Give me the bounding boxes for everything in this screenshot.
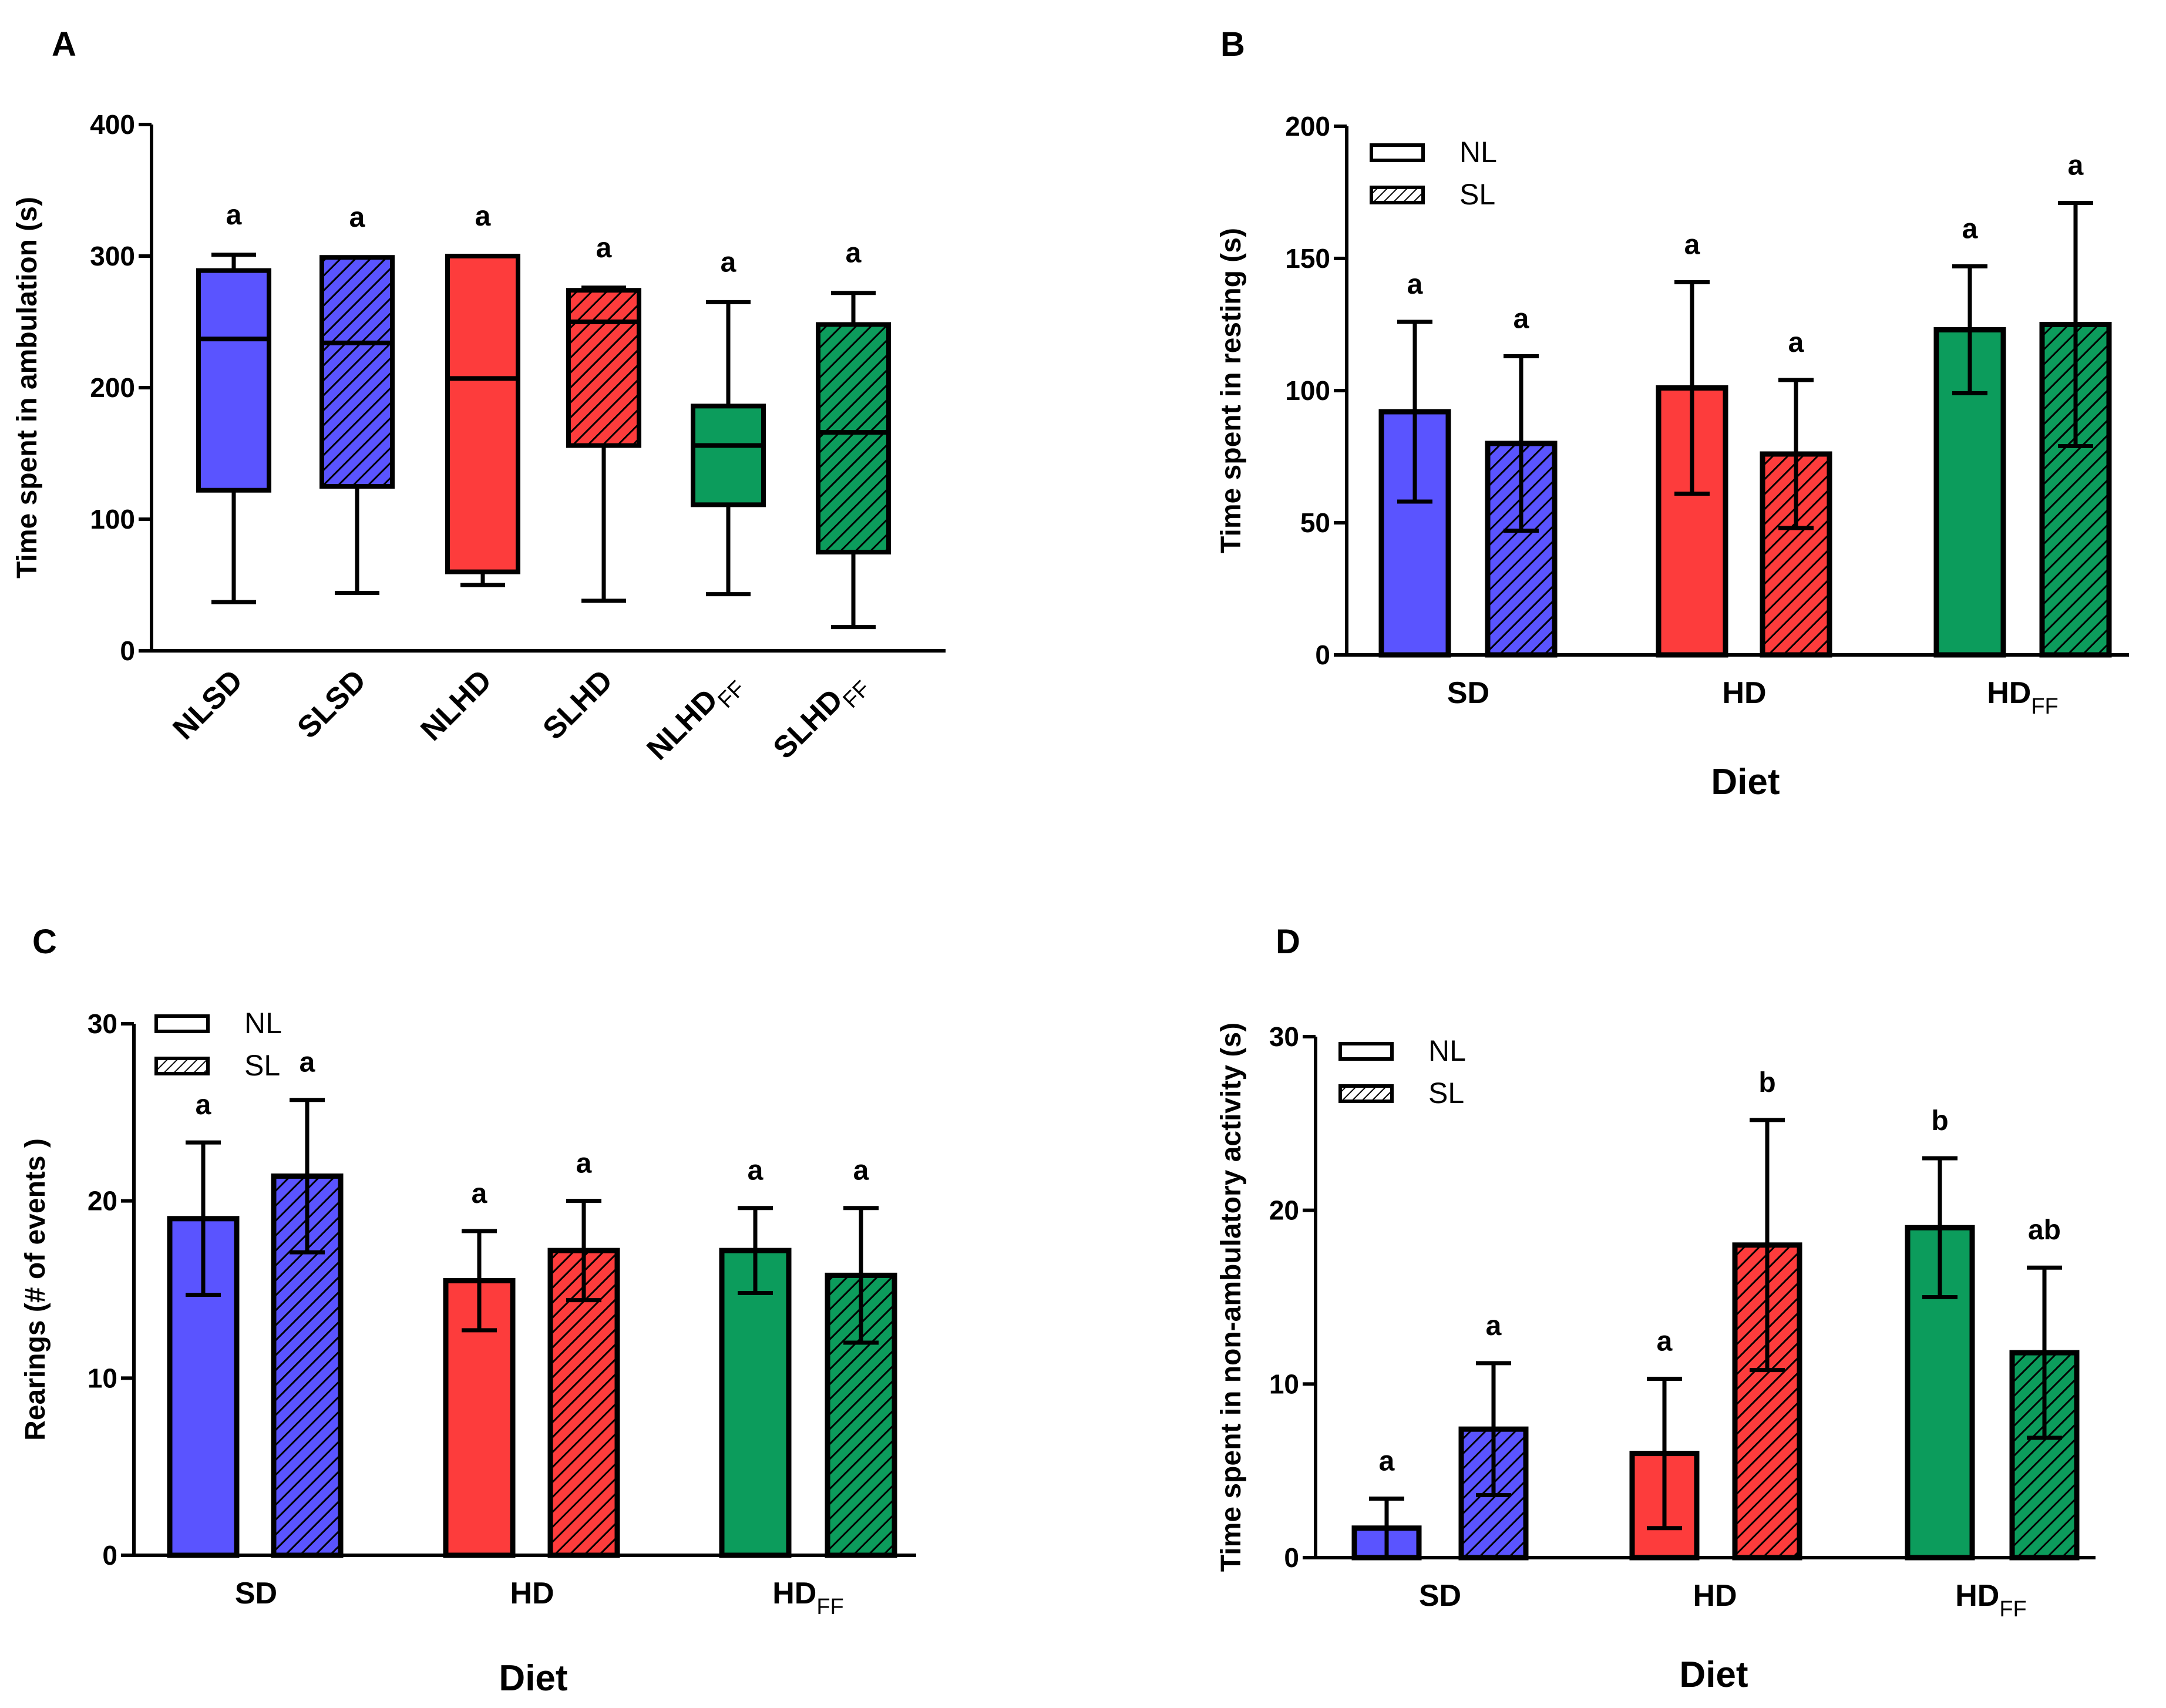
legend-swatch-nl — [1370, 143, 1425, 162]
box-hatch — [818, 324, 889, 552]
significance-label: a — [1513, 304, 1529, 335]
y-tick-label: 0 — [102, 1540, 117, 1571]
x-category-label: HD — [1722, 676, 1766, 710]
bar-fill — [722, 1250, 789, 1555]
significance-label: a — [1407, 269, 1423, 300]
significance-label: a — [846, 238, 862, 269]
x-category-label: HDFF — [1955, 1579, 2027, 1622]
box-hatch — [569, 290, 639, 446]
x-category-label: HDFF — [772, 1576, 844, 1619]
box-fill — [199, 270, 269, 490]
box — [566, 288, 641, 448]
x-category-label: SD — [235, 1576, 277, 1611]
y-tick-label: 20 — [1269, 1195, 1299, 1226]
y-tick-label: 150 — [1285, 243, 1330, 274]
legend-label-nl: NL — [244, 1007, 282, 1040]
significance-label: a — [2068, 150, 2084, 181]
x-category-label: NLHDFF — [641, 663, 751, 773]
significance-label: a — [1379, 1445, 1395, 1477]
significance-label: a — [475, 201, 491, 232]
legend-swatch-sl — [154, 1057, 210, 1075]
y-tick-label: 200 — [90, 372, 135, 403]
x-axis-title: Diet — [1711, 762, 1780, 802]
panel-c: C 0 10 20 30 Rearings (# of events ) a a SD a a HD a… — [20, 923, 916, 1699]
x-category-label: HD — [510, 1576, 554, 1611]
x-category-label: SLHD — [536, 663, 619, 746]
significance-label: a — [226, 200, 242, 231]
x-category-label: SD — [1419, 1579, 1461, 1613]
legend-swatch-sl — [1338, 1084, 1394, 1103]
panel-a: A 0 100 200 300 400 Time spent in ambulation (… — [12, 25, 946, 773]
panel-d: D 0 10 20 30 Time spent in non-ambulatory act… — [1216, 923, 2096, 1695]
legend-label-sl: SL — [244, 1049, 280, 1082]
legend-label-nl: NL — [1428, 1034, 1466, 1067]
y-tick-label: 30 — [88, 1008, 117, 1039]
x-category-label: NLHD — [414, 663, 498, 747]
y-axis-title: Time spent in resting (s) — [1216, 228, 1247, 553]
significance-label: a — [196, 1090, 211, 1121]
significance-label: ab — [2028, 1215, 2061, 1246]
significance-label: a — [721, 247, 736, 278]
legend-swatch-nl — [1338, 1042, 1394, 1061]
panel-b: B 0 50 100 150 200 Time spent in resting (s) a a… — [1216, 25, 2129, 802]
significance-label: a — [1486, 1310, 1502, 1341]
y-tick-label: 100 — [90, 504, 135, 534]
significance-label: a — [349, 202, 365, 233]
x-category-label: SD — [1447, 676, 1489, 710]
significance-label: a — [300, 1047, 315, 1078]
legend-label-sl: SL — [1428, 1077, 1464, 1109]
box — [319, 255, 395, 489]
significance-label: a — [748, 1155, 764, 1186]
significance-label: a — [1657, 1326, 1673, 1357]
box-fill — [448, 256, 518, 572]
panel-letter: C — [32, 923, 57, 961]
panel-letter: A — [52, 25, 76, 63]
x-category-label: HDFF — [1987, 676, 2059, 719]
y-axis-title: Time spent in non-ambulatory activity (s… — [1216, 1023, 1247, 1572]
legend-label-nl: NL — [1459, 136, 1497, 169]
y-tick-label: 400 — [90, 109, 135, 140]
significance-label: a — [1962, 214, 1978, 245]
x-axis-title: Diet — [1679, 1655, 1748, 1695]
significance-label: a — [596, 233, 612, 264]
box — [691, 404, 766, 507]
y-tick-label: 100 — [1285, 375, 1330, 406]
legend-swatch-sl — [1370, 186, 1425, 204]
x-category-label: SLHDFF — [767, 663, 876, 772]
x-category-label: SLSD — [291, 663, 372, 745]
panel-letter: D — [1276, 923, 1300, 961]
y-tick-label: 10 — [1269, 1369, 1299, 1399]
significance-label: a — [1684, 230, 1700, 261]
y-tick-label: 0 — [120, 636, 135, 666]
box-fill — [693, 406, 764, 505]
y-tick-label: 30 — [1269, 1021, 1299, 1052]
box — [196, 268, 271, 493]
legend-label-sl: SL — [1459, 178, 1495, 211]
x-category-label: NLSD — [166, 663, 249, 746]
y-tick-label: 0 — [1315, 640, 1330, 670]
y-tick-label: 0 — [1284, 1542, 1299, 1573]
box-hatch — [322, 257, 392, 486]
significance-label: b — [1758, 1067, 1775, 1098]
x-category-label: HD — [1693, 1579, 1737, 1613]
y-tick-label: 200 — [1285, 111, 1330, 142]
y-tick-label: 300 — [90, 241, 135, 271]
y-tick-label: 10 — [88, 1363, 117, 1393]
significance-label: a — [1788, 327, 1804, 358]
significance-label: b — [1931, 1105, 1948, 1137]
y-axis-title: Rearings (# of events ) — [20, 1138, 51, 1441]
significance-label: a — [576, 1148, 592, 1179]
box — [445, 254, 520, 574]
significance-label: a — [472, 1178, 487, 1209]
y-tick-label: 50 — [1300, 507, 1330, 538]
y-tick-label: 20 — [88, 1186, 117, 1216]
x-axis-title: Diet — [499, 1658, 567, 1699]
legend-swatch-nl — [154, 1014, 210, 1033]
panel-letter: B — [1220, 25, 1245, 63]
significance-label: a — [853, 1155, 869, 1186]
box — [816, 322, 891, 554]
y-axis-title: Time spent in ambulation (s) — [12, 197, 43, 579]
